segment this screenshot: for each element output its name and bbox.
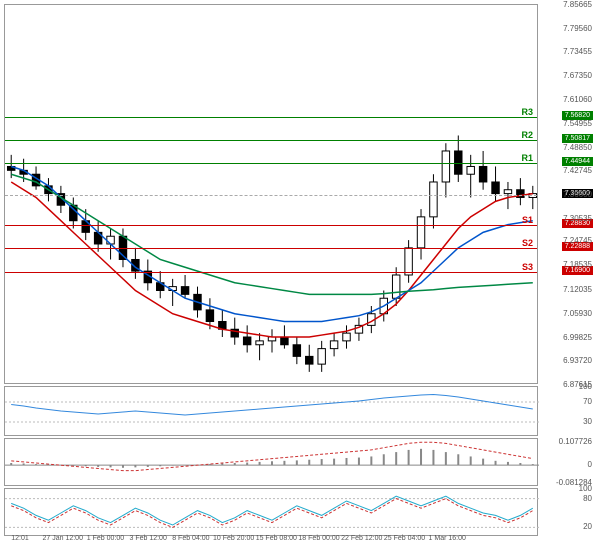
- current-price-line: [5, 195, 537, 196]
- y-tick: 6.93720: [563, 356, 592, 365]
- level-label-r1: R1: [521, 153, 533, 163]
- y-tick: 70: [583, 397, 592, 406]
- y-tick: 20: [583, 522, 592, 531]
- y-tick: 7.42745: [563, 166, 592, 175]
- y-tick: 100: [579, 484, 592, 493]
- y-tick: 7.61060: [563, 95, 592, 104]
- level-line-r1: [5, 163, 537, 164]
- level-line-r2: [5, 140, 537, 141]
- level-line-s2: [5, 248, 537, 249]
- y-tick: 7.05930: [563, 309, 592, 318]
- indicator-stochastic: [4, 488, 538, 536]
- indicator-macd: [4, 438, 538, 486]
- y-tick: 7.73455: [563, 47, 592, 56]
- indicator-rsi: [4, 386, 538, 436]
- y-tick: 80: [583, 494, 592, 503]
- y-tick: 7.30535: [563, 214, 592, 223]
- y-tick: 7.12035: [563, 285, 592, 294]
- y-tick: 30: [583, 417, 592, 426]
- y-tick: 7.36600: [563, 190, 592, 199]
- level-label-s1: S1: [522, 215, 533, 225]
- y-tick: 7.67350: [563, 71, 592, 80]
- y-tick: 7.85665: [563, 0, 592, 9]
- x-axis: 12:0127 Jan 12:001 Feb 00:003 Feb 12:008…: [4, 537, 538, 541]
- level-line-s1: [5, 225, 537, 226]
- level-label-s3: S3: [522, 262, 533, 272]
- y-tick: 7.48850: [563, 143, 592, 152]
- level-line-s3: [5, 272, 537, 273]
- y-axis: 7.856657.795607.734557.673507.610607.549…: [542, 4, 600, 536]
- y-tick: 7.79560: [563, 24, 592, 33]
- level-label-r3: R3: [521, 107, 533, 117]
- level-line-r3: [5, 117, 537, 118]
- level-label-r2: R2: [521, 130, 533, 140]
- y-tick: 7.24745: [563, 236, 592, 245]
- y-tick: 0: [588, 460, 592, 469]
- y-tick: 7.54955: [563, 119, 592, 128]
- y-tick: 7.18535: [563, 260, 592, 269]
- main-price-chart: R37.56820R27.50817R17.44944S17.28830S27.…: [4, 4, 538, 384]
- y-tick: 0.107726: [559, 437, 592, 446]
- level-label-s2: S2: [522, 238, 533, 248]
- y-tick: 6.99825: [563, 333, 592, 342]
- y-tick: 100: [579, 382, 592, 391]
